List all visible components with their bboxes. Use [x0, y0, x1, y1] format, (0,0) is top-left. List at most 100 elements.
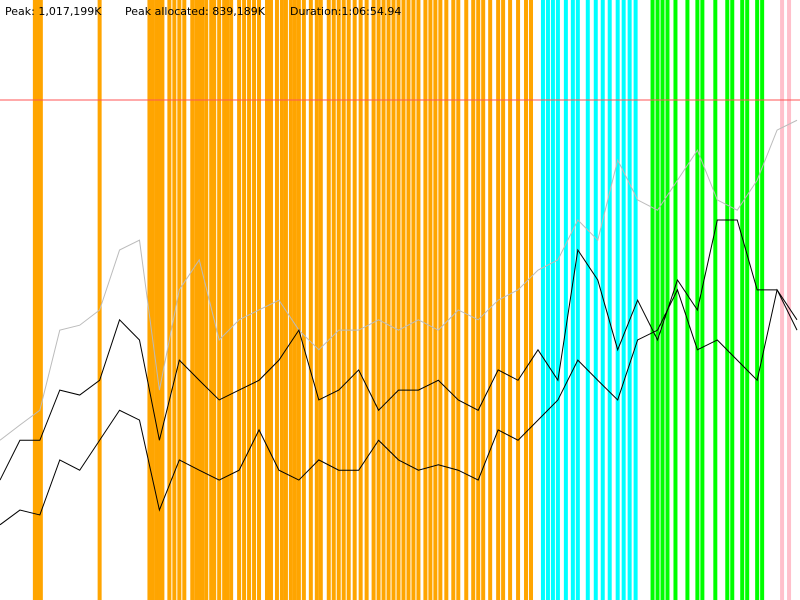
event-band	[212, 0, 217, 600]
event-band	[730, 0, 735, 600]
event-band	[406, 0, 411, 600]
event-band	[655, 0, 660, 600]
event-band	[740, 0, 745, 600]
event-band	[150, 0, 155, 600]
event-band	[540, 0, 545, 600]
event-band	[685, 0, 690, 600]
event-band	[336, 0, 341, 600]
peak-label: Peak: 1,017,199K	[5, 5, 102, 18]
event-band	[600, 0, 605, 600]
event-band	[257, 0, 262, 600]
event-band	[396, 0, 401, 600]
event-band	[438, 0, 443, 600]
event-band	[264, 0, 269, 600]
event-band	[225, 0, 230, 600]
event-band	[524, 0, 529, 600]
event-band	[713, 0, 718, 600]
event-band	[607, 0, 612, 600]
event-band	[229, 0, 234, 600]
peak-allocated-label: Peak allocated: 839,189K	[125, 5, 266, 18]
event-band	[35, 0, 40, 600]
event-band	[364, 0, 369, 600]
event-band	[182, 0, 187, 600]
event-band	[288, 0, 293, 600]
event-band	[283, 0, 288, 600]
event-band	[464, 0, 469, 600]
event-band	[787, 0, 792, 600]
event-band	[190, 0, 195, 600]
event-band	[481, 0, 486, 600]
event-band	[428, 0, 433, 600]
event-band	[665, 0, 670, 600]
event-band	[274, 0, 279, 600]
event-band	[451, 0, 456, 600]
event-band	[471, 0, 476, 600]
memory-line	[0, 119, 798, 441]
event-band	[695, 0, 700, 600]
event-band	[247, 0, 252, 600]
event-band	[154, 0, 159, 600]
event-band	[242, 0, 247, 600]
event-band	[570, 0, 575, 600]
event-band	[308, 0, 313, 600]
event-band	[476, 0, 481, 600]
event-band	[627, 0, 632, 600]
event-band	[314, 0, 319, 600]
event-band	[279, 0, 284, 600]
event-band	[760, 0, 765, 600]
event-band	[381, 0, 386, 600]
event-band	[529, 0, 534, 600]
event-band	[341, 0, 346, 600]
event-band	[444, 0, 449, 600]
memory-line	[0, 219, 798, 481]
event-band	[331, 0, 336, 600]
event-band	[160, 0, 165, 600]
event-band	[673, 0, 678, 600]
event-band	[268, 0, 273, 600]
event-band	[167, 0, 172, 600]
event-band	[301, 0, 306, 600]
event-band	[411, 0, 416, 600]
memory-line	[0, 288, 798, 526]
event-band	[352, 0, 357, 600]
event-band	[326, 0, 331, 600]
event-band	[209, 0, 214, 600]
event-band	[237, 0, 242, 600]
event-band	[172, 0, 177, 600]
event-band	[745, 0, 750, 600]
event-band	[650, 0, 655, 600]
event-band	[376, 0, 381, 600]
event-band	[615, 0, 620, 600]
event-band	[545, 0, 550, 600]
event-band	[563, 0, 568, 600]
event-band	[194, 0, 199, 600]
event-band	[157, 0, 162, 600]
event-band	[488, 0, 493, 600]
event-band	[296, 0, 301, 600]
event-band	[621, 0, 626, 600]
event-band	[147, 0, 152, 600]
event-band	[575, 0, 580, 600]
event-band	[97, 0, 102, 600]
event-band	[456, 0, 461, 600]
event-band	[633, 0, 638, 600]
event-band	[401, 0, 406, 600]
event-band	[200, 0, 205, 600]
event-band	[660, 0, 665, 600]
event-band	[38, 0, 43, 600]
event-band	[292, 0, 297, 600]
event-band	[755, 0, 760, 600]
event-band	[700, 0, 705, 600]
event-band	[555, 0, 560, 600]
event-band	[32, 0, 37, 600]
event-band	[550, 0, 555, 600]
event-band	[508, 0, 513, 600]
event-band	[501, 0, 506, 600]
event-band	[423, 0, 428, 600]
event-band	[433, 0, 438, 600]
event-band	[217, 0, 222, 600]
event-band	[585, 0, 590, 600]
event-band	[222, 0, 227, 600]
event-band	[318, 0, 323, 600]
